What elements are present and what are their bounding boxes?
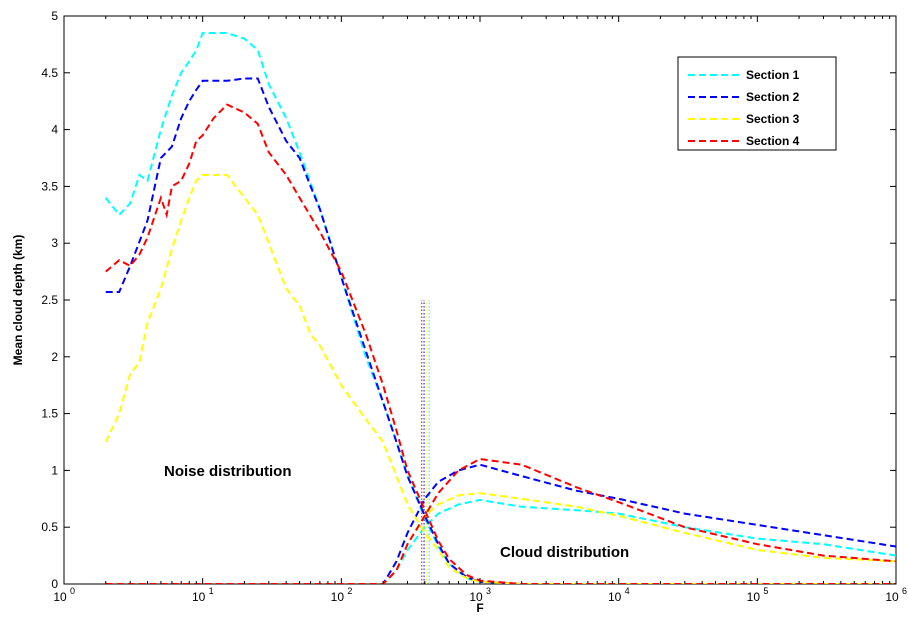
x-tick-exponent: 4 (625, 586, 630, 596)
x-tick-label: 10 (53, 590, 67, 604)
x-tick-label: 10 (885, 590, 899, 604)
series-line-4-noise (105, 103, 896, 584)
y-tick-label: 1.5 (41, 407, 58, 421)
y-tick-label: 0.5 (41, 520, 58, 534)
x-axis-label: F (476, 601, 483, 615)
annotation-cloud: Cloud distribution (500, 544, 629, 561)
series-line-4-cloud (105, 457, 896, 584)
y-tick-label: 5 (51, 9, 58, 23)
x-tick-exponent: 0 (70, 586, 75, 596)
annotation-noise: Noise distribution (164, 463, 292, 480)
legend-label: Section 2 (746, 90, 800, 104)
x-tick-label: 10 (747, 590, 761, 604)
y-tick-label: 3.5 (41, 179, 58, 193)
series-line-3-cloud (105, 492, 896, 584)
y-tick-label: 4.5 (41, 66, 58, 80)
y-tick-label: 2 (51, 350, 58, 364)
y-tick-label: 3 (51, 236, 58, 250)
x-tick-exponent: 3 (486, 586, 491, 596)
series-line-1-cloud (105, 498, 896, 584)
series-line-2-cloud (105, 463, 896, 584)
x-axis: 10 0 10 1 10 2 10 3 10 4 10 5 10 6 (53, 16, 907, 604)
x-tick-exponent: 2 (347, 586, 352, 596)
x-tick-exponent: 1 (209, 586, 214, 596)
series-line-2-noise (105, 77, 896, 584)
x-tick-label: 10 (192, 590, 206, 604)
x-tick-label: 10 (608, 590, 622, 604)
x-tick-label: 10 (331, 590, 345, 604)
legend-label: Section 1 (746, 68, 800, 82)
y-tick-label: 2.5 (41, 293, 58, 307)
y-axis-label: Mean cloud depth (km) (11, 235, 25, 366)
x-tick-exponent: 6 (902, 586, 907, 596)
y-tick-label: 4 (51, 123, 58, 137)
legend: Section 1 Section 2 Section 3 Section 4 (677, 56, 837, 151)
legend-label: Section 3 (746, 112, 800, 126)
legend-box (677, 56, 837, 151)
y-axis: 0 0.5 1 1.5 2 2.5 3 3.5 4 4.5 5 (41, 9, 896, 591)
y-tick-label: 0 (51, 577, 58, 591)
x-tick-label: 10 (469, 590, 483, 604)
x-tick-exponent: 5 (763, 586, 768, 596)
plot-lines (104, 32, 896, 584)
series-line-3-noise (104, 174, 896, 584)
y-tick-label: 1 (51, 463, 58, 477)
legend-label: Section 4 (746, 134, 800, 148)
